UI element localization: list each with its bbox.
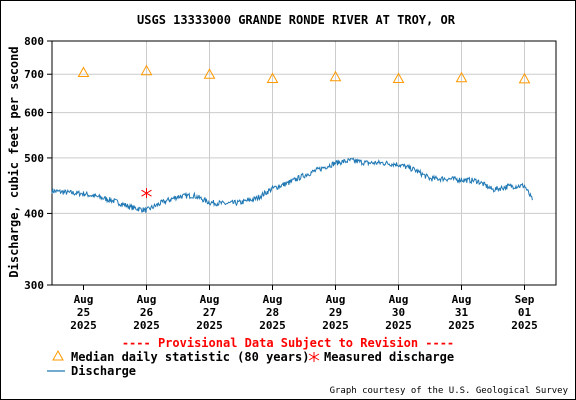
y-tick-label: 300	[24, 279, 44, 292]
data-series	[51, 64, 533, 213]
legend-median-triangle-icon	[52, 349, 64, 361]
median-marker	[455, 71, 468, 83]
x-tick-label-day: 31	[455, 306, 469, 319]
x-tick-labels: Aug252025Aug262025Aug272025Aug282025Aug2…	[70, 285, 538, 332]
x-tick-label-year: 2025	[196, 319, 223, 332]
y-tick-labels: 300 400 500 600 700 800	[24, 35, 52, 292]
measured-discharge-marker	[141, 188, 152, 199]
median-marker	[518, 72, 531, 84]
chart-title: USGS 13333000 GRANDE RONDE RIVER AT TROY…	[137, 13, 456, 27]
x-tick-label-year: 2025	[133, 319, 160, 332]
x-tick-label-year: 2025	[259, 319, 286, 332]
x-tick-label-month: Sep	[515, 293, 535, 306]
y-tick-label: 700	[24, 68, 44, 81]
credit-text: Graph courtesy of the U.S. Geological Su…	[330, 386, 569, 396]
x-tick-label-year: 2025	[448, 319, 475, 332]
legend: Median daily statistic (80 years) Measur…	[47, 349, 454, 378]
y-tick-label: 800	[24, 35, 44, 48]
x-tick-label-month: Aug	[74, 293, 94, 306]
median-marker	[266, 72, 279, 84]
x-tick-label-month: Aug	[263, 293, 283, 306]
median-marker	[392, 72, 405, 84]
median-marker	[140, 64, 153, 76]
y-tick-label: 400	[24, 207, 44, 220]
x-tick-label-month: Aug	[200, 293, 220, 306]
legend-median-label: Median daily statistic (80 years)	[71, 350, 309, 364]
x-tick-label-month: Aug	[137, 293, 157, 306]
x-tick-label-day: 26	[140, 306, 154, 319]
median-marker	[329, 70, 342, 82]
grid-lines	[52, 41, 556, 285]
median-marker	[77, 66, 90, 77]
x-tick-label-month: Aug	[452, 293, 472, 306]
plot-area-frame	[51, 40, 557, 286]
y-tick-label: 500	[24, 152, 44, 165]
legend-discharge-label: Discharge	[71, 364, 136, 378]
x-tick-label-day: 30	[392, 306, 405, 319]
legend-measured-label: Measured discharge	[324, 350, 454, 364]
x-tick-label-year: 2025	[511, 319, 538, 332]
x-tick-label-month: Aug	[389, 293, 409, 306]
x-tick-label-year: 2025	[322, 319, 349, 332]
x-tick-label-year: 2025	[385, 319, 412, 332]
discharge-line	[51, 157, 533, 213]
x-tick-label-month: Aug	[326, 293, 346, 306]
x-tick-label-day: 29	[329, 306, 342, 319]
median-marker	[203, 68, 216, 79]
x-tick-label-day: 28	[266, 306, 279, 319]
y-tick-label: 600	[24, 107, 44, 120]
provisional-notice: ---- Provisional Data Subject to Revisio…	[122, 336, 454, 350]
legend-measured-asterisk-icon	[308, 352, 320, 362]
x-tick-label-year: 2025	[70, 319, 97, 332]
x-tick-label-day: 01	[518, 306, 532, 319]
x-tick-label-day: 27	[203, 306, 216, 319]
y-axis-label: Discharge, cubic feet per second	[7, 46, 21, 277]
x-tick-label-day: 25	[77, 306, 90, 319]
